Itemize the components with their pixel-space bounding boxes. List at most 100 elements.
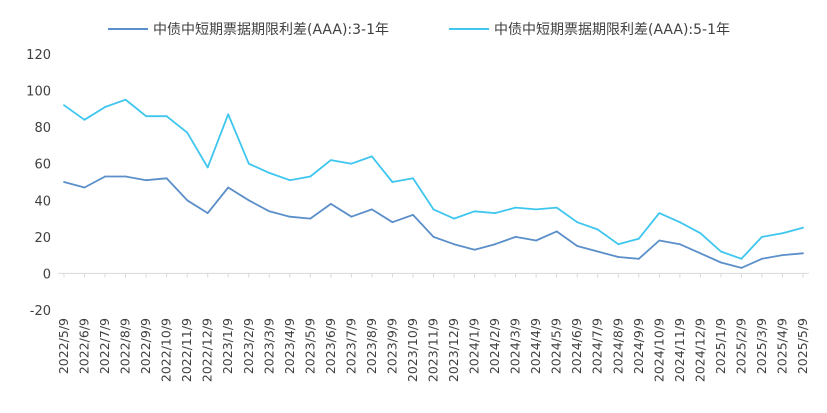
y-tick-label: 120 <box>26 48 51 63</box>
data-point-series-1 <box>658 239 661 242</box>
data-point-series-2 <box>104 106 106 108</box>
data-point-series-1 <box>186 199 189 202</box>
x-tick-label: 2022/10/9 <box>159 318 174 382</box>
y-tick-label: 0 <box>43 267 51 282</box>
y-tick-label: -20 <box>30 304 51 319</box>
data-point-series-2 <box>206 166 209 169</box>
x-tick-label: 2023/8/9 <box>364 318 379 374</box>
y-axis: -20 0 20 40 60 80 100 120 <box>26 48 51 319</box>
data-point-series-2 <box>658 212 661 215</box>
data-point-series-2 <box>145 115 148 118</box>
data-point-series-1 <box>350 215 353 218</box>
data-point-series-1 <box>247 199 250 202</box>
legend-item-series-1: 中债中短期票据期限利差(AAA):3-1年 <box>108 22 389 38</box>
x-tick-label: 2023/7/9 <box>343 318 358 374</box>
data-point-series-2 <box>453 217 455 220</box>
data-point-series-2 <box>391 181 394 183</box>
data-point-series-1 <box>453 243 455 246</box>
data-point-series-1 <box>699 252 702 255</box>
data-point-series-1 <box>781 254 784 256</box>
data-point-series-2 <box>268 172 271 174</box>
x-tick-label: 2022/11/9 <box>179 318 194 382</box>
data-point-series-2 <box>412 177 414 180</box>
data-point-series-2 <box>617 243 620 246</box>
data-point-series-1 <box>227 186 230 189</box>
x-tick-label: 2024/7/9 <box>590 318 605 374</box>
data-point-series-2 <box>761 236 763 238</box>
x-tick-label: 2024/10/9 <box>651 318 666 382</box>
data-point-series-1 <box>288 215 291 218</box>
data-point-series-2 <box>781 232 784 235</box>
data-point-series-1 <box>576 245 579 247</box>
data-point-series-1 <box>104 175 106 178</box>
data-point-series-1 <box>371 208 373 211</box>
data-point-series-2 <box>555 206 558 209</box>
x-tick-label: 2024/5/9 <box>549 318 564 374</box>
x-tick-label: 2023/9/9 <box>384 318 399 374</box>
data-point-series-1 <box>761 257 763 260</box>
x-tick-label: 2024/8/9 <box>610 318 625 374</box>
x-tick-label: 2024/4/9 <box>528 318 543 374</box>
data-point-series-2 <box>63 104 65 107</box>
data-point-series-1 <box>391 221 394 224</box>
data-point-series-2 <box>678 221 681 224</box>
data-point-series-2 <box>288 179 291 182</box>
y-tick-label: 80 <box>34 121 51 136</box>
data-point-series-2 <box>699 232 702 235</box>
data-point-series-1 <box>165 177 168 180</box>
data-point-series-1 <box>720 261 722 264</box>
data-point-series-2 <box>720 250 722 253</box>
x-tick-label: 2023/11/9 <box>426 318 441 382</box>
data-point-series-2 <box>740 257 743 260</box>
x-tick-label: 2022/5/9 <box>56 318 71 374</box>
x-tick-label: 2025/5/9 <box>795 318 810 374</box>
plot-area <box>63 98 804 269</box>
series-line-2 <box>63 98 804 260</box>
data-point-series-1 <box>124 175 127 178</box>
x-tick-label: 2025/2/9 <box>733 318 748 374</box>
x-tick-label: 2023/10/9 <box>405 318 420 382</box>
data-point-series-1 <box>637 257 640 260</box>
data-point-series-1 <box>83 186 86 189</box>
data-point-series-1 <box>412 214 414 216</box>
x-tick-label: 2023/4/9 <box>282 318 297 374</box>
x-tick-label: 2024/11/9 <box>672 318 687 382</box>
data-point-series-1 <box>309 217 312 220</box>
data-point-series-1 <box>740 267 743 269</box>
x-axis: 2022/5/9 2022/6/9 2022/7/9 2022/8/9 2022/9/9… <box>56 272 810 382</box>
data-point-series-1 <box>268 210 271 213</box>
x-tick-label: 2023/5/9 <box>302 318 317 374</box>
data-point-series-1 <box>555 230 558 233</box>
data-point-series-1 <box>678 243 681 246</box>
legend-label-series-2: 中债中短期票据期限利差(AAA):5-1年 <box>494 22 730 38</box>
y-tick-label: 40 <box>34 194 51 209</box>
data-point-series-2 <box>494 212 496 215</box>
data-point-series-2 <box>165 115 168 118</box>
data-point-series-2 <box>330 159 332 162</box>
data-point-series-1 <box>473 248 476 251</box>
data-point-series-1 <box>206 212 209 215</box>
data-point-series-2 <box>576 221 579 224</box>
legend-item-series-2: 中债中短期票据期限利差(AAA):5-1年 <box>449 22 730 38</box>
data-point-series-2 <box>802 226 804 229</box>
data-point-series-2 <box>473 210 476 213</box>
x-tick-label: 2025/4/9 <box>774 318 789 374</box>
x-tick-label: 2022/6/9 <box>77 318 92 374</box>
x-tick-label: 2023/1/9 <box>220 318 235 374</box>
y-tick-label: 60 <box>34 158 51 173</box>
data-point-series-1 <box>494 243 496 246</box>
data-point-series-2 <box>535 208 537 211</box>
data-point-series-2 <box>186 131 189 134</box>
data-point-series-2 <box>83 118 86 121</box>
data-point-series-2 <box>371 155 373 158</box>
data-point-series-2 <box>514 206 517 209</box>
data-point-series-2 <box>227 113 230 116</box>
data-point-series-1 <box>617 256 620 258</box>
data-point-series-1 <box>596 250 599 253</box>
data-point-series-1 <box>514 236 517 238</box>
data-point-series-1 <box>145 179 148 182</box>
data-point-series-1 <box>63 181 65 183</box>
x-tick-label: 2023/2/9 <box>241 318 256 374</box>
x-tick-label: 2022/8/9 <box>118 318 133 374</box>
data-point-series-2 <box>350 162 353 165</box>
